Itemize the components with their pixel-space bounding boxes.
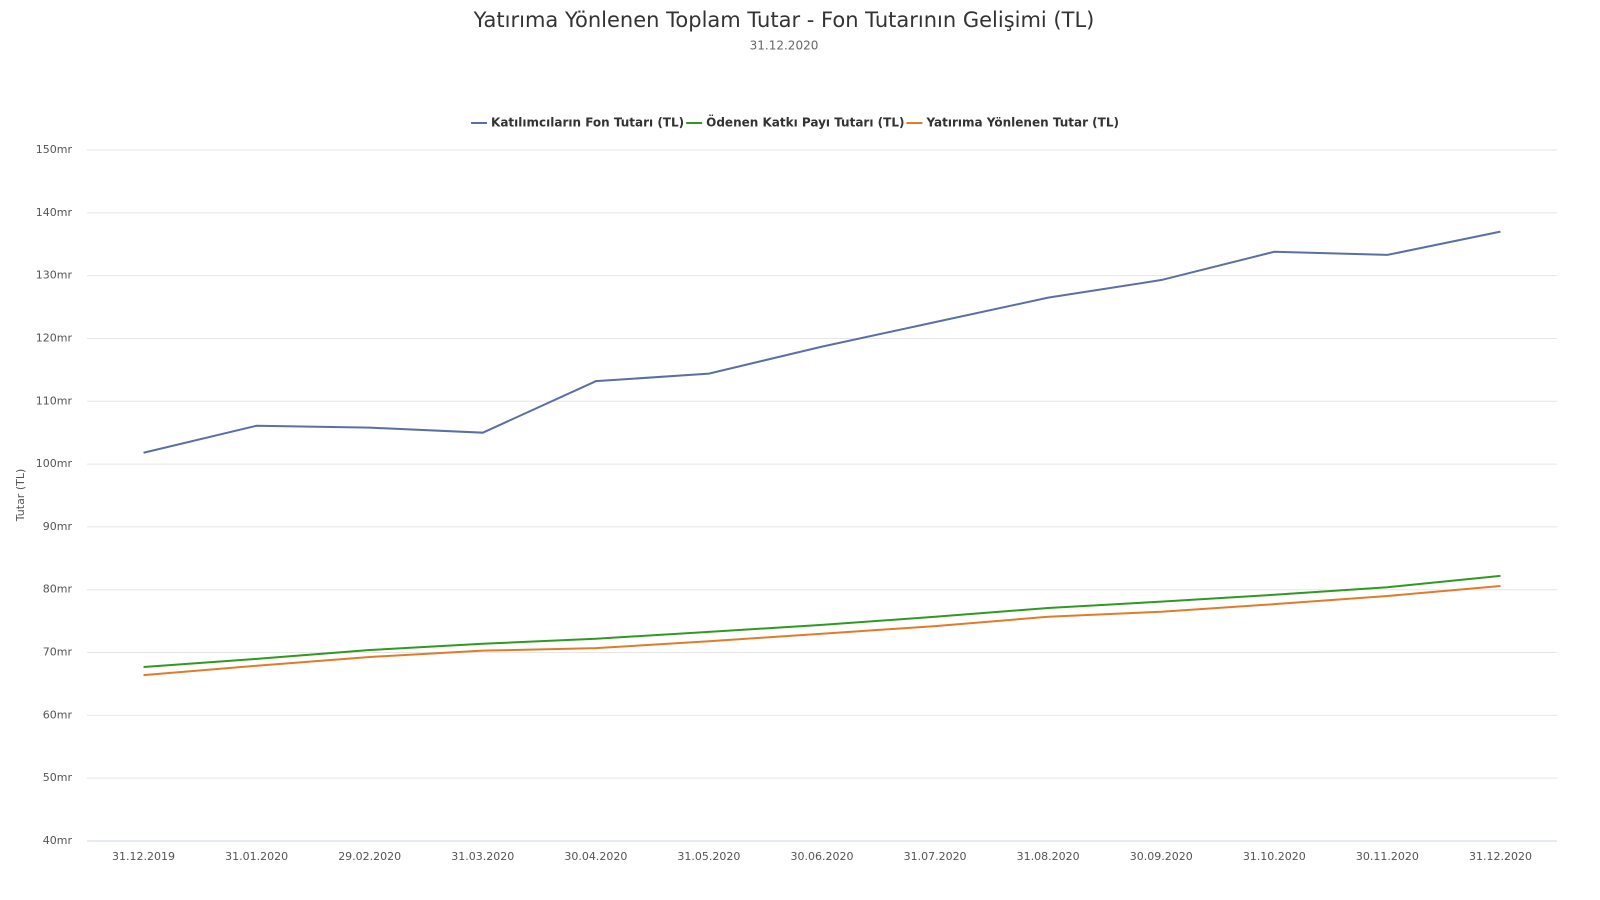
y-tick-label: 60mr [43, 708, 73, 721]
y-tick-label: 70mr [43, 646, 73, 659]
x-tick-label: 30.11.2020 [1356, 850, 1419, 863]
y-tick-label: 80mr [43, 583, 73, 596]
y-tick-label: 150mr [36, 143, 73, 156]
legend-label: Katılımcıların Fon Tutarı (TL) [491, 116, 684, 130]
x-tick-label: 31.12.2020 [1469, 850, 1532, 863]
x-tick-label: 31.12.2019 [112, 850, 175, 863]
x-tick-label: 30.04.2020 [564, 850, 627, 863]
y-tick-label: 140mr [36, 206, 73, 219]
chart-title: Yatırıma Yönlenen Toplam Tutar - Fon Tut… [473, 8, 1095, 32]
y-tick-label: 100mr [36, 457, 73, 470]
y-tick-label: 40mr [43, 834, 73, 847]
x-tick-label: 31.10.2020 [1243, 850, 1306, 863]
y-axis-title: Tutar (TL) [14, 469, 27, 523]
x-tick-label: 29.02.2020 [338, 850, 401, 863]
x-tick-label: 31.07.2020 [904, 850, 967, 863]
y-tick-label: 110mr [36, 394, 73, 407]
legend-label: Yatırıma Yönlenen Tutar (TL) [925, 116, 1119, 130]
x-tick-label: 30.06.2020 [791, 850, 854, 863]
y-tick-label: 90mr [43, 520, 73, 533]
y-tick-label: 120mr [36, 331, 73, 344]
x-tick-label: 30.09.2020 [1130, 850, 1193, 863]
series-line [143, 230, 1501, 454]
x-tick-label: 31.01.2020 [225, 850, 288, 863]
x-tick-label: 31.08.2020 [1017, 850, 1080, 863]
x-tick-label: 31.03.2020 [451, 850, 514, 863]
legend-label: Ödenen Katkı Payı Tutarı (TL) [706, 115, 904, 130]
series-line [143, 584, 1501, 677]
x-tick-label: 31.05.2020 [677, 850, 740, 863]
series-line [143, 574, 1501, 668]
y-tick-label: 50mr [43, 771, 73, 784]
chart-subtitle: 31.12.2020 [750, 39, 819, 53]
y-tick-label: 130mr [36, 269, 73, 282]
